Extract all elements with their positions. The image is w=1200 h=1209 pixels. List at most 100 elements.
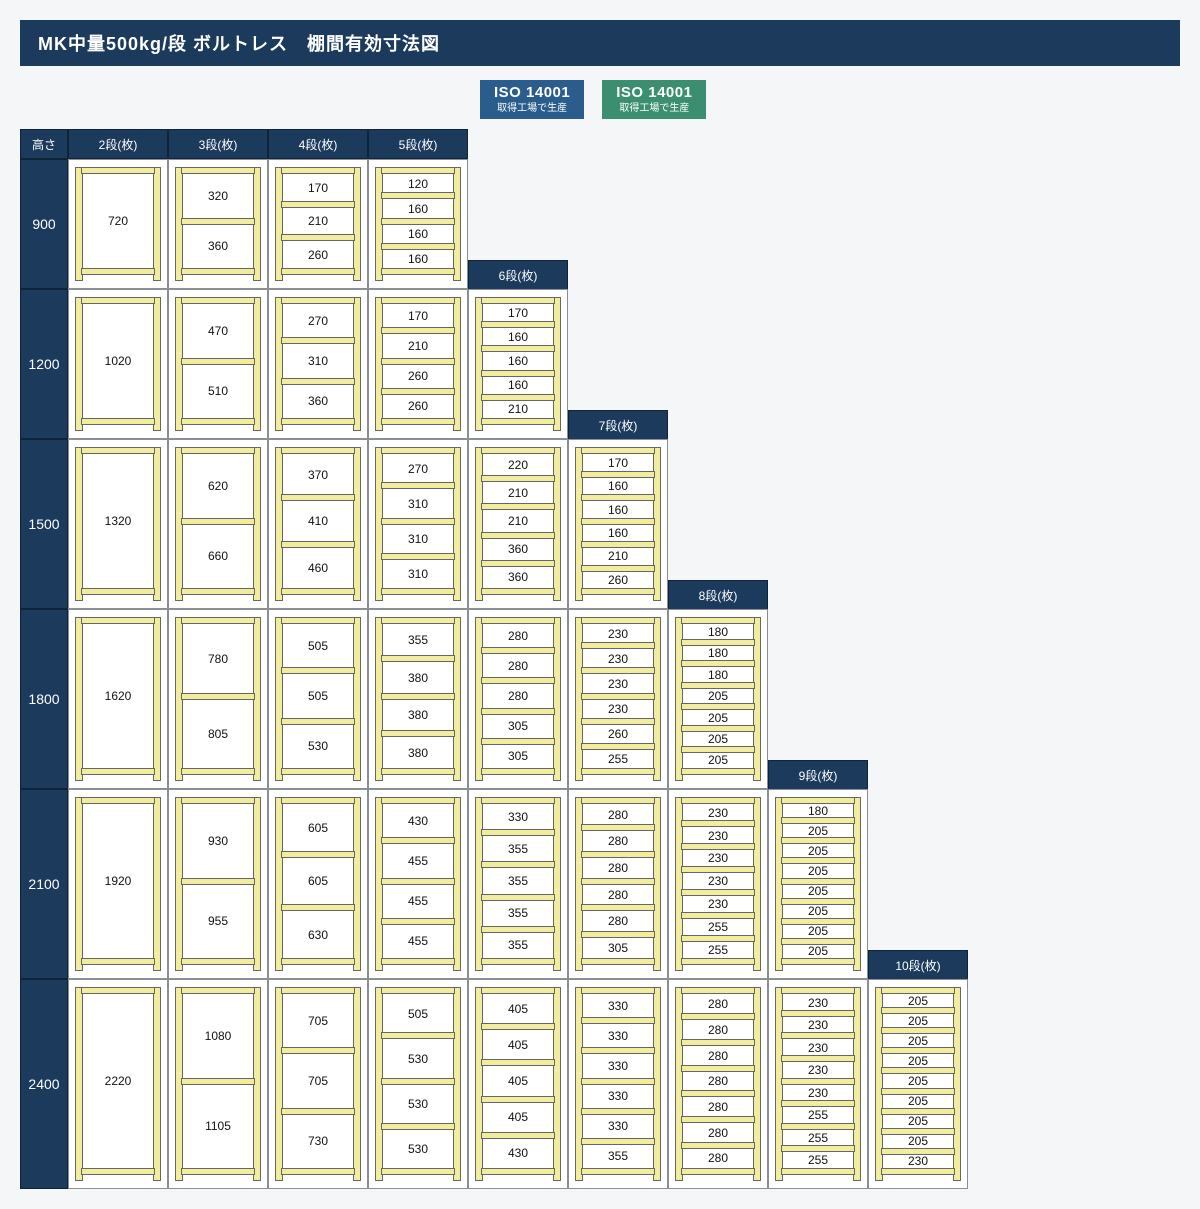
shelf-gap-value: 280 (483, 651, 553, 681)
col-header: 4段(枚) (268, 129, 368, 159)
shelf-diagram: 930955 (175, 797, 261, 971)
table-cell: 780805 (168, 609, 268, 789)
shelf-gap-value: 160 (583, 521, 653, 544)
shelf-gap-value: 210 (483, 397, 553, 421)
shelf-gap-value: 180 (683, 621, 753, 642)
shelf-gap-value: 280 (683, 1017, 753, 1043)
shelf-gap-value: 380 (383, 734, 453, 772)
shelf-gap-value: 170 (283, 171, 353, 204)
table-cell: 930955 (168, 789, 268, 979)
shelf-gap-value: 405 (483, 991, 553, 1027)
shelf-gap-value: 205 (883, 1031, 953, 1051)
shelf-gap-value: 280 (583, 908, 653, 935)
title-bar: MK中量500kg/段 ボルトレス 棚間有効寸法図 (20, 20, 1180, 66)
shelf-diagram: 205205205205205205205205230 (875, 987, 961, 1181)
shelf-gap-value: 280 (683, 1043, 753, 1069)
shelf-diagram: 370410460 (275, 447, 361, 601)
shelf-gap-value: 1020 (83, 301, 153, 421)
table-cell: 330355355355355 (468, 789, 568, 979)
shelf-gap-value: 305 (483, 711, 553, 741)
table-cell: 355380380380 (368, 609, 468, 789)
shelf-gap-value: 205 (883, 1051, 953, 1071)
table-cell: 270310310310 (368, 439, 468, 609)
shelf-gap-value: 370 (283, 451, 353, 498)
shelf-gap-value: 205 (783, 901, 853, 921)
shelf-gap-value: 160 (583, 475, 653, 498)
shelf-gap-value: 955 (183, 881, 253, 961)
shelf-gap-value: 230 (783, 1059, 853, 1082)
shelf-diagram: 280280280280280305 (575, 797, 661, 971)
shelf-diagram: 430455455455 (375, 797, 461, 971)
shelf-gap-value: 705 (283, 1051, 353, 1111)
shelf-gap-value: 255 (683, 938, 753, 961)
shelf-gap-value: 230 (583, 621, 653, 646)
shelf-diagram: 170210260260 (375, 297, 461, 431)
shelf-gap-value: 280 (583, 881, 653, 908)
table-cell: 270310360 (268, 289, 368, 439)
shelf-gap-value: 355 (483, 897, 553, 929)
shelf-gap-value: 1920 (83, 801, 153, 961)
shelf-diagram: 780805 (175, 617, 261, 781)
shelf-gap-value: 1080 (183, 991, 253, 1081)
table-cell: 405405405405430 (468, 979, 568, 1189)
table-cell: 170210260 (268, 159, 368, 289)
shelf-gap-value: 160 (483, 373, 553, 397)
table-cell: 280280280305305 (468, 609, 568, 789)
shelf-diagram: 1920 (75, 797, 161, 971)
shelf-gap-value: 460 (283, 545, 353, 592)
shelf-diagram: 180180180205205205205 (675, 617, 761, 781)
iso-badge: ISO 14001取得工場で生産 (602, 80, 706, 119)
shelf-gap-value: 120 (383, 171, 453, 196)
shelf-gap-value: 405 (483, 1063, 553, 1099)
shelf-gap-value: 505 (383, 991, 453, 1036)
shelf-diagram: 355380380380 (375, 617, 461, 781)
table-cell: 720 (68, 159, 168, 289)
shelf-gap-value: 270 (383, 451, 453, 486)
shelf-gap-value: 355 (583, 1141, 653, 1171)
table-cell: 10801105 (168, 979, 268, 1189)
shelf-gap-value: 255 (683, 916, 753, 939)
shelf-diagram: 505505530 (275, 617, 361, 781)
shelf-diagram: 320360 (175, 167, 261, 281)
shelf-gap-value: 280 (683, 1068, 753, 1094)
shelf-diagram: 230230230230230255255255 (775, 987, 861, 1181)
shelf-gap-value: 355 (483, 833, 553, 865)
table-cell: 1020 (68, 289, 168, 439)
shelf-diagram: 620660 (175, 447, 261, 601)
table-cell: 1320 (68, 439, 168, 609)
shelf-gap-value: 530 (383, 1036, 453, 1081)
shelf-gap-value: 720 (83, 171, 153, 271)
shelf-gap-value: 205 (783, 841, 853, 861)
shelf-diagram: 330355355355355 (475, 797, 561, 971)
shelf-gap-value: 205 (783, 861, 853, 881)
shelf-gap-value: 160 (383, 221, 453, 246)
shelf-gap-value: 210 (483, 507, 553, 535)
col-header: 2段(枚) (68, 129, 168, 159)
shelf-diagram: 180205205205205205205205 (775, 797, 861, 971)
shelf-gap-value: 360 (483, 563, 553, 591)
shelf-gap-value: 455 (383, 841, 453, 881)
table-cell: 1920 (68, 789, 168, 979)
table-cell: 170160160160210260 (568, 439, 668, 609)
shelf-gap-value: 205 (883, 1091, 953, 1111)
shelf-gap-value: 255 (783, 1126, 853, 1149)
shelf-gap-value: 360 (183, 221, 253, 271)
shelf-gap-value: 380 (383, 659, 453, 697)
shelf-gap-value: 170 (383, 301, 453, 331)
shelf-gap-value: 405 (483, 1099, 553, 1135)
table-cell: 430455455455 (368, 789, 468, 979)
table-cell: 505530530530 (368, 979, 468, 1189)
table-cell: 230230230230230255255 (668, 789, 768, 979)
row-header: 1500 (20, 439, 68, 609)
shelf-gap-value: 180 (683, 664, 753, 685)
table-cell: 120160160160 (368, 159, 468, 289)
shelf-diagram: 170210260 (275, 167, 361, 281)
table-cell: 320360 (168, 159, 268, 289)
shelf-gap-value: 230 (683, 847, 753, 870)
col-header: 3段(枚) (168, 129, 268, 159)
shelf-diagram: 120160160160 (375, 167, 461, 281)
shelf-diagram: 230230230230230255255 (675, 797, 761, 971)
iso-badges: ISO 14001取得工場で生産ISO 14001取得工場で生産 (480, 80, 1180, 119)
shelf-diagram: 405405405405430 (475, 987, 561, 1181)
shelf-gap-value: 160 (383, 196, 453, 221)
